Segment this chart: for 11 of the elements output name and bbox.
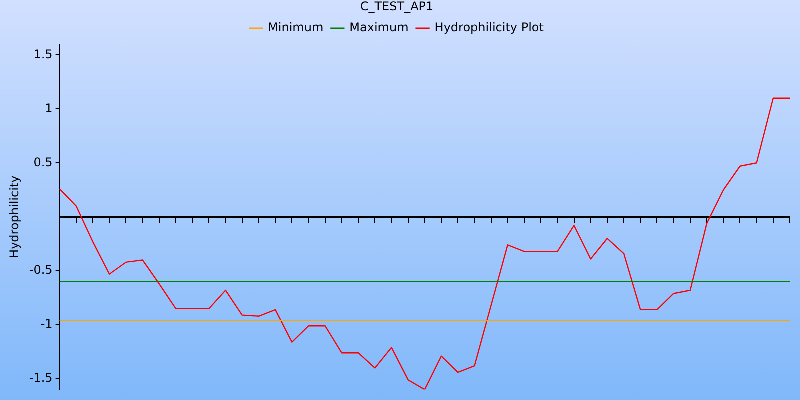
- y-tick-label: -0.5: [29, 263, 53, 278]
- y-tick-label: 1.5: [34, 47, 53, 62]
- y-tick-label: 1: [45, 101, 53, 116]
- chart-title: C_TEST_AP1: [360, 0, 434, 14]
- y-tick-label: 0.5: [34, 155, 53, 170]
- y-axis-title: Hydrophilicity: [7, 176, 22, 258]
- y-tick-label: -1: [40, 317, 53, 332]
- y-tick-label: -1.5: [29, 371, 53, 386]
- legend-label: Minimum: [268, 20, 324, 35]
- legend-label: Maximum: [350, 20, 409, 35]
- legend-label: Hydrophilicity Plot: [434, 20, 544, 35]
